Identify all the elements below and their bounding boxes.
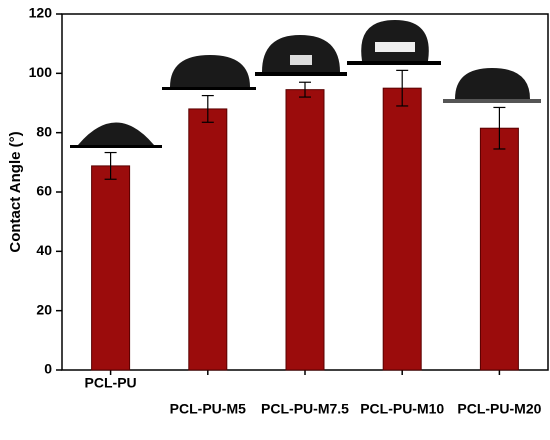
y-axis-label: Contact Angle (°) — [7, 131, 24, 252]
droplet-highlight — [290, 55, 312, 65]
x-tick-label: PCL-PU — [85, 375, 137, 391]
y-tick-label: 100 — [29, 64, 53, 80]
y-tick-label: 20 — [36, 301, 52, 317]
droplet — [361, 20, 429, 61]
bar — [188, 108, 228, 371]
droplet — [78, 122, 154, 145]
substrate — [162, 87, 256, 90]
error-bar — [201, 94, 214, 123]
error-bar — [396, 69, 409, 107]
bar — [479, 127, 519, 371]
droplet — [170, 55, 250, 87]
x-tick-label: PCL-PU-M5 — [170, 401, 246, 417]
bar — [285, 89, 325, 371]
bar — [91, 165, 131, 371]
x-tick-label: PCL-PU-M10 — [360, 401, 444, 417]
substrate — [347, 61, 441, 65]
substrate — [70, 145, 162, 148]
error-bar — [104, 151, 117, 180]
y-tick-label: 120 — [29, 5, 53, 21]
error-bar — [299, 81, 311, 98]
droplet — [455, 68, 530, 99]
y-tick-label: 80 — [36, 123, 52, 139]
substrate — [255, 72, 347, 76]
substrate — [443, 99, 541, 103]
x-tick-label: PCL-PU-M20 — [457, 401, 541, 417]
error-bar — [493, 106, 506, 150]
droplet — [262, 35, 340, 72]
y-tick-label: 0 — [44, 361, 52, 377]
y-tick-label: 40 — [36, 242, 52, 258]
y-tick-label: 60 — [36, 183, 52, 199]
x-tick-label: PCL-PU-M7.5 — [261, 401, 349, 417]
bar — [382, 87, 422, 371]
droplet-highlight — [375, 42, 415, 52]
droplets — [70, 20, 541, 148]
